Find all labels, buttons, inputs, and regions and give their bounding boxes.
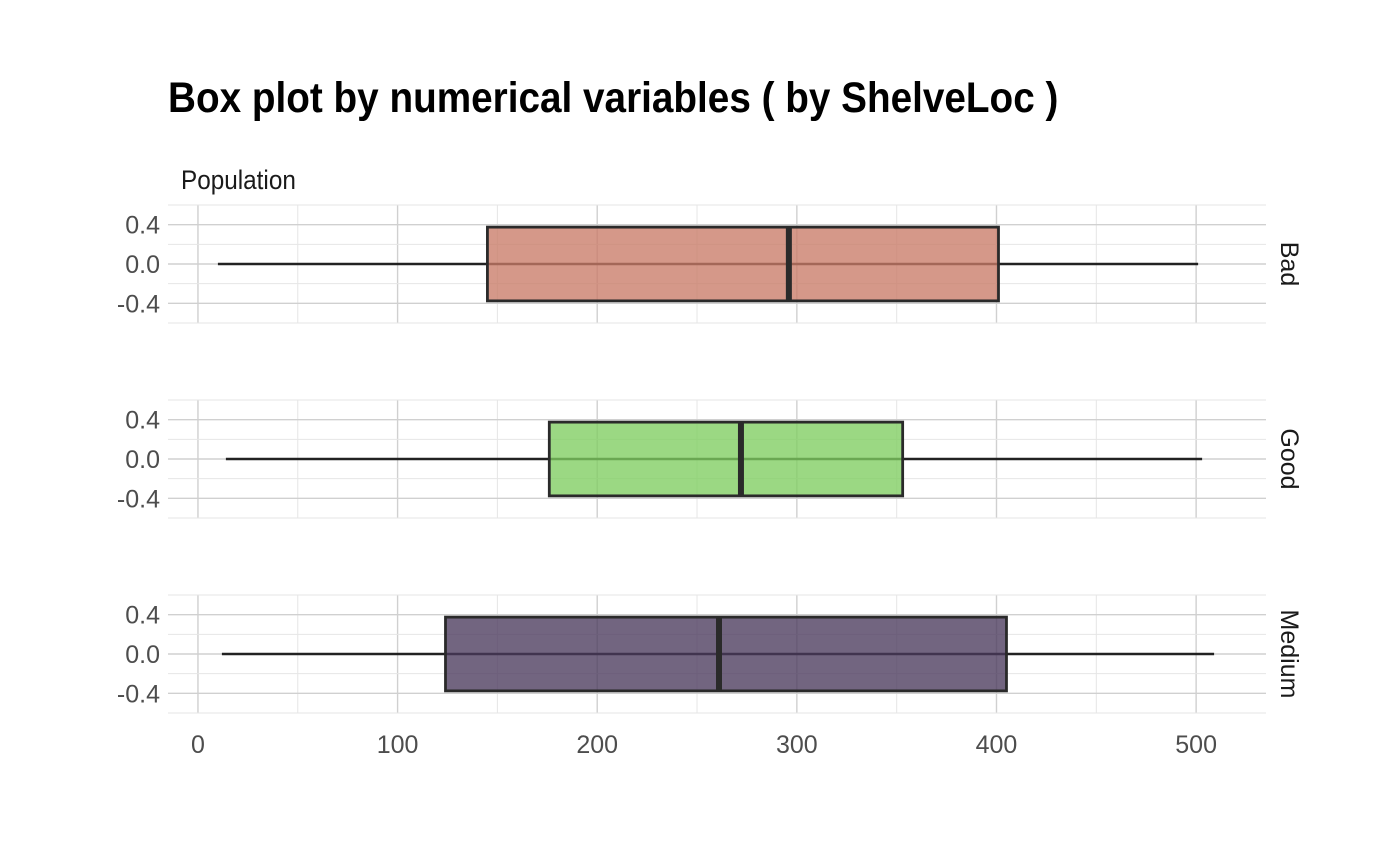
- x-tick-label: 100: [377, 731, 419, 759]
- y-tick-label: 0.4: [125, 407, 160, 435]
- box-medium: [444, 615, 1008, 693]
- x-tick-label: 400: [976, 731, 1018, 759]
- y-tick-label: 0.0: [125, 446, 160, 474]
- facet-strip-label: Good: [1275, 428, 1303, 489]
- facet-panel-bad: 0.4 0.0 -0.4 Bad: [117, 204, 1303, 324]
- x-tick-label: 500: [1175, 731, 1217, 759]
- box-bad: [486, 225, 1000, 303]
- chart-subtitle: Population: [181, 165, 296, 195]
- facet-panel-good: 0.4 0.0 -0.4 Good: [117, 399, 1303, 519]
- facet-strip-label: Medium: [1275, 610, 1303, 699]
- chart-title: Box plot by numerical variables ( by She…: [168, 74, 1059, 122]
- x-tick-label: 0: [191, 731, 205, 759]
- x-tick-label: 300: [776, 731, 818, 759]
- y-tick-label: -0.4: [117, 485, 160, 513]
- facet-panel-medium: 0.4 0.0 -0.4 Medium: [117, 594, 1303, 714]
- y-tick-label: 0.0: [125, 641, 160, 669]
- x-tick-label: 200: [576, 731, 618, 759]
- y-tick-label: 0.4: [125, 602, 160, 630]
- y-tick-label: 0.0: [125, 251, 160, 279]
- facet-strip-label: Bad: [1275, 242, 1303, 286]
- y-tick-label: -0.4: [117, 680, 160, 708]
- box-good: [547, 420, 905, 498]
- y-tick-label: -0.4: [117, 290, 160, 318]
- y-tick-label: 0.4: [125, 212, 160, 240]
